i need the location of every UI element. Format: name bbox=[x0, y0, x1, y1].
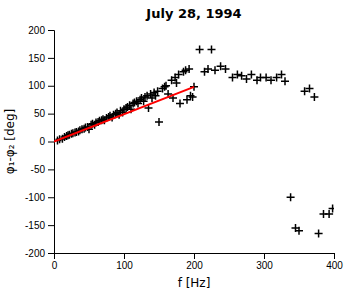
scatter-point bbox=[189, 93, 197, 101]
scatter-point bbox=[176, 100, 184, 108]
scatter-point bbox=[329, 204, 334, 212]
scatter-point bbox=[208, 46, 216, 54]
x-tick: 400 bbox=[326, 253, 343, 271]
scatter-point bbox=[310, 93, 318, 101]
y-tick: 100 bbox=[28, 80, 54, 91]
y-tick-label: -50 bbox=[31, 164, 46, 175]
y-tick-mark bbox=[48, 142, 54, 143]
y-tick-mark bbox=[48, 253, 54, 254]
y-tick: 200 bbox=[28, 25, 54, 36]
scatter-point bbox=[281, 77, 289, 85]
y-tick: 0 bbox=[39, 136, 54, 147]
y-tick-mark bbox=[48, 30, 54, 31]
x-tick-mark bbox=[264, 253, 265, 259]
y-tick: 150 bbox=[28, 53, 54, 64]
x-tick: 300 bbox=[256, 253, 273, 271]
title: July 28, 1994 bbox=[145, 6, 241, 21]
x-tick-label: 0 bbox=[52, 260, 58, 271]
x-axis: 0 100 200 300 400 bbox=[52, 253, 344, 271]
y-tick-mark bbox=[48, 169, 54, 170]
x-tick: 200 bbox=[186, 253, 203, 271]
y-axis-title: φ₁-φ₂ [deg] bbox=[3, 109, 17, 175]
y-tick-label: -100 bbox=[25, 192, 45, 203]
x-tick-label: 400 bbox=[326, 260, 343, 271]
x-tick-mark bbox=[124, 253, 125, 259]
x-tick-label: 100 bbox=[116, 260, 133, 271]
trend-line bbox=[54, 87, 194, 142]
scatter-point bbox=[185, 65, 193, 73]
scatter-point bbox=[162, 82, 170, 90]
y-tick-mark bbox=[48, 114, 54, 115]
y-tick-label: 150 bbox=[28, 53, 45, 64]
scatter-point bbox=[196, 46, 204, 54]
scatter-point bbox=[287, 193, 295, 201]
y-tick: -150 bbox=[25, 220, 54, 231]
y-tick-label: -200 bbox=[25, 248, 45, 259]
y-tick-mark bbox=[48, 225, 54, 226]
y-tick-label: 100 bbox=[28, 80, 45, 91]
scatter-point bbox=[155, 118, 163, 126]
data-layer bbox=[54, 46, 334, 238]
scatter-point bbox=[295, 227, 303, 235]
scatter-point bbox=[233, 71, 241, 79]
x-axis-title: f [Hz] bbox=[178, 276, 211, 290]
scatter-point bbox=[161, 83, 169, 91]
y-tick: 50 bbox=[34, 108, 54, 119]
y-tick: -200 bbox=[25, 248, 54, 259]
x-axis-line bbox=[55, 254, 335, 260]
y-tick-mark bbox=[48, 197, 54, 198]
x-tick-label: 200 bbox=[186, 260, 203, 271]
scatter-point bbox=[211, 66, 219, 74]
y-axis: -200 -150 -100 -50 0 50 100 150 200 bbox=[25, 25, 55, 259]
x-tick-label: 300 bbox=[256, 260, 273, 271]
x-tick: 100 bbox=[116, 253, 133, 271]
scatter-point bbox=[243, 75, 251, 83]
scatter-point bbox=[204, 65, 212, 73]
y-tick-label: 0 bbox=[39, 136, 45, 147]
x-tick-mark bbox=[334, 253, 335, 259]
y-tick-mark bbox=[48, 58, 54, 59]
scatter-point bbox=[247, 71, 255, 79]
y-tick: -50 bbox=[31, 164, 54, 175]
y-axis-line bbox=[48, 31, 55, 254]
y-tick-label: 200 bbox=[28, 25, 45, 36]
y-tick-label: -150 bbox=[25, 220, 45, 231]
plot-area: 0 100 200 300 400 -200 -150 -100 -50 0 50 100 150 200 bbox=[25, 25, 343, 271]
scatter-point bbox=[306, 85, 314, 93]
y-tick-mark bbox=[48, 86, 54, 87]
y-tick: -100 bbox=[25, 192, 54, 203]
x-tick: 0 bbox=[52, 253, 58, 271]
scatter-point bbox=[222, 65, 230, 73]
scatter-point bbox=[315, 229, 323, 237]
chart: 0 100 200 300 400 -200 -150 -100 -50 0 50 100 150 200… bbox=[0, 0, 348, 295]
x-tick-mark bbox=[194, 253, 195, 259]
y-tick-label: 50 bbox=[34, 108, 46, 119]
scatter-point bbox=[173, 79, 181, 87]
